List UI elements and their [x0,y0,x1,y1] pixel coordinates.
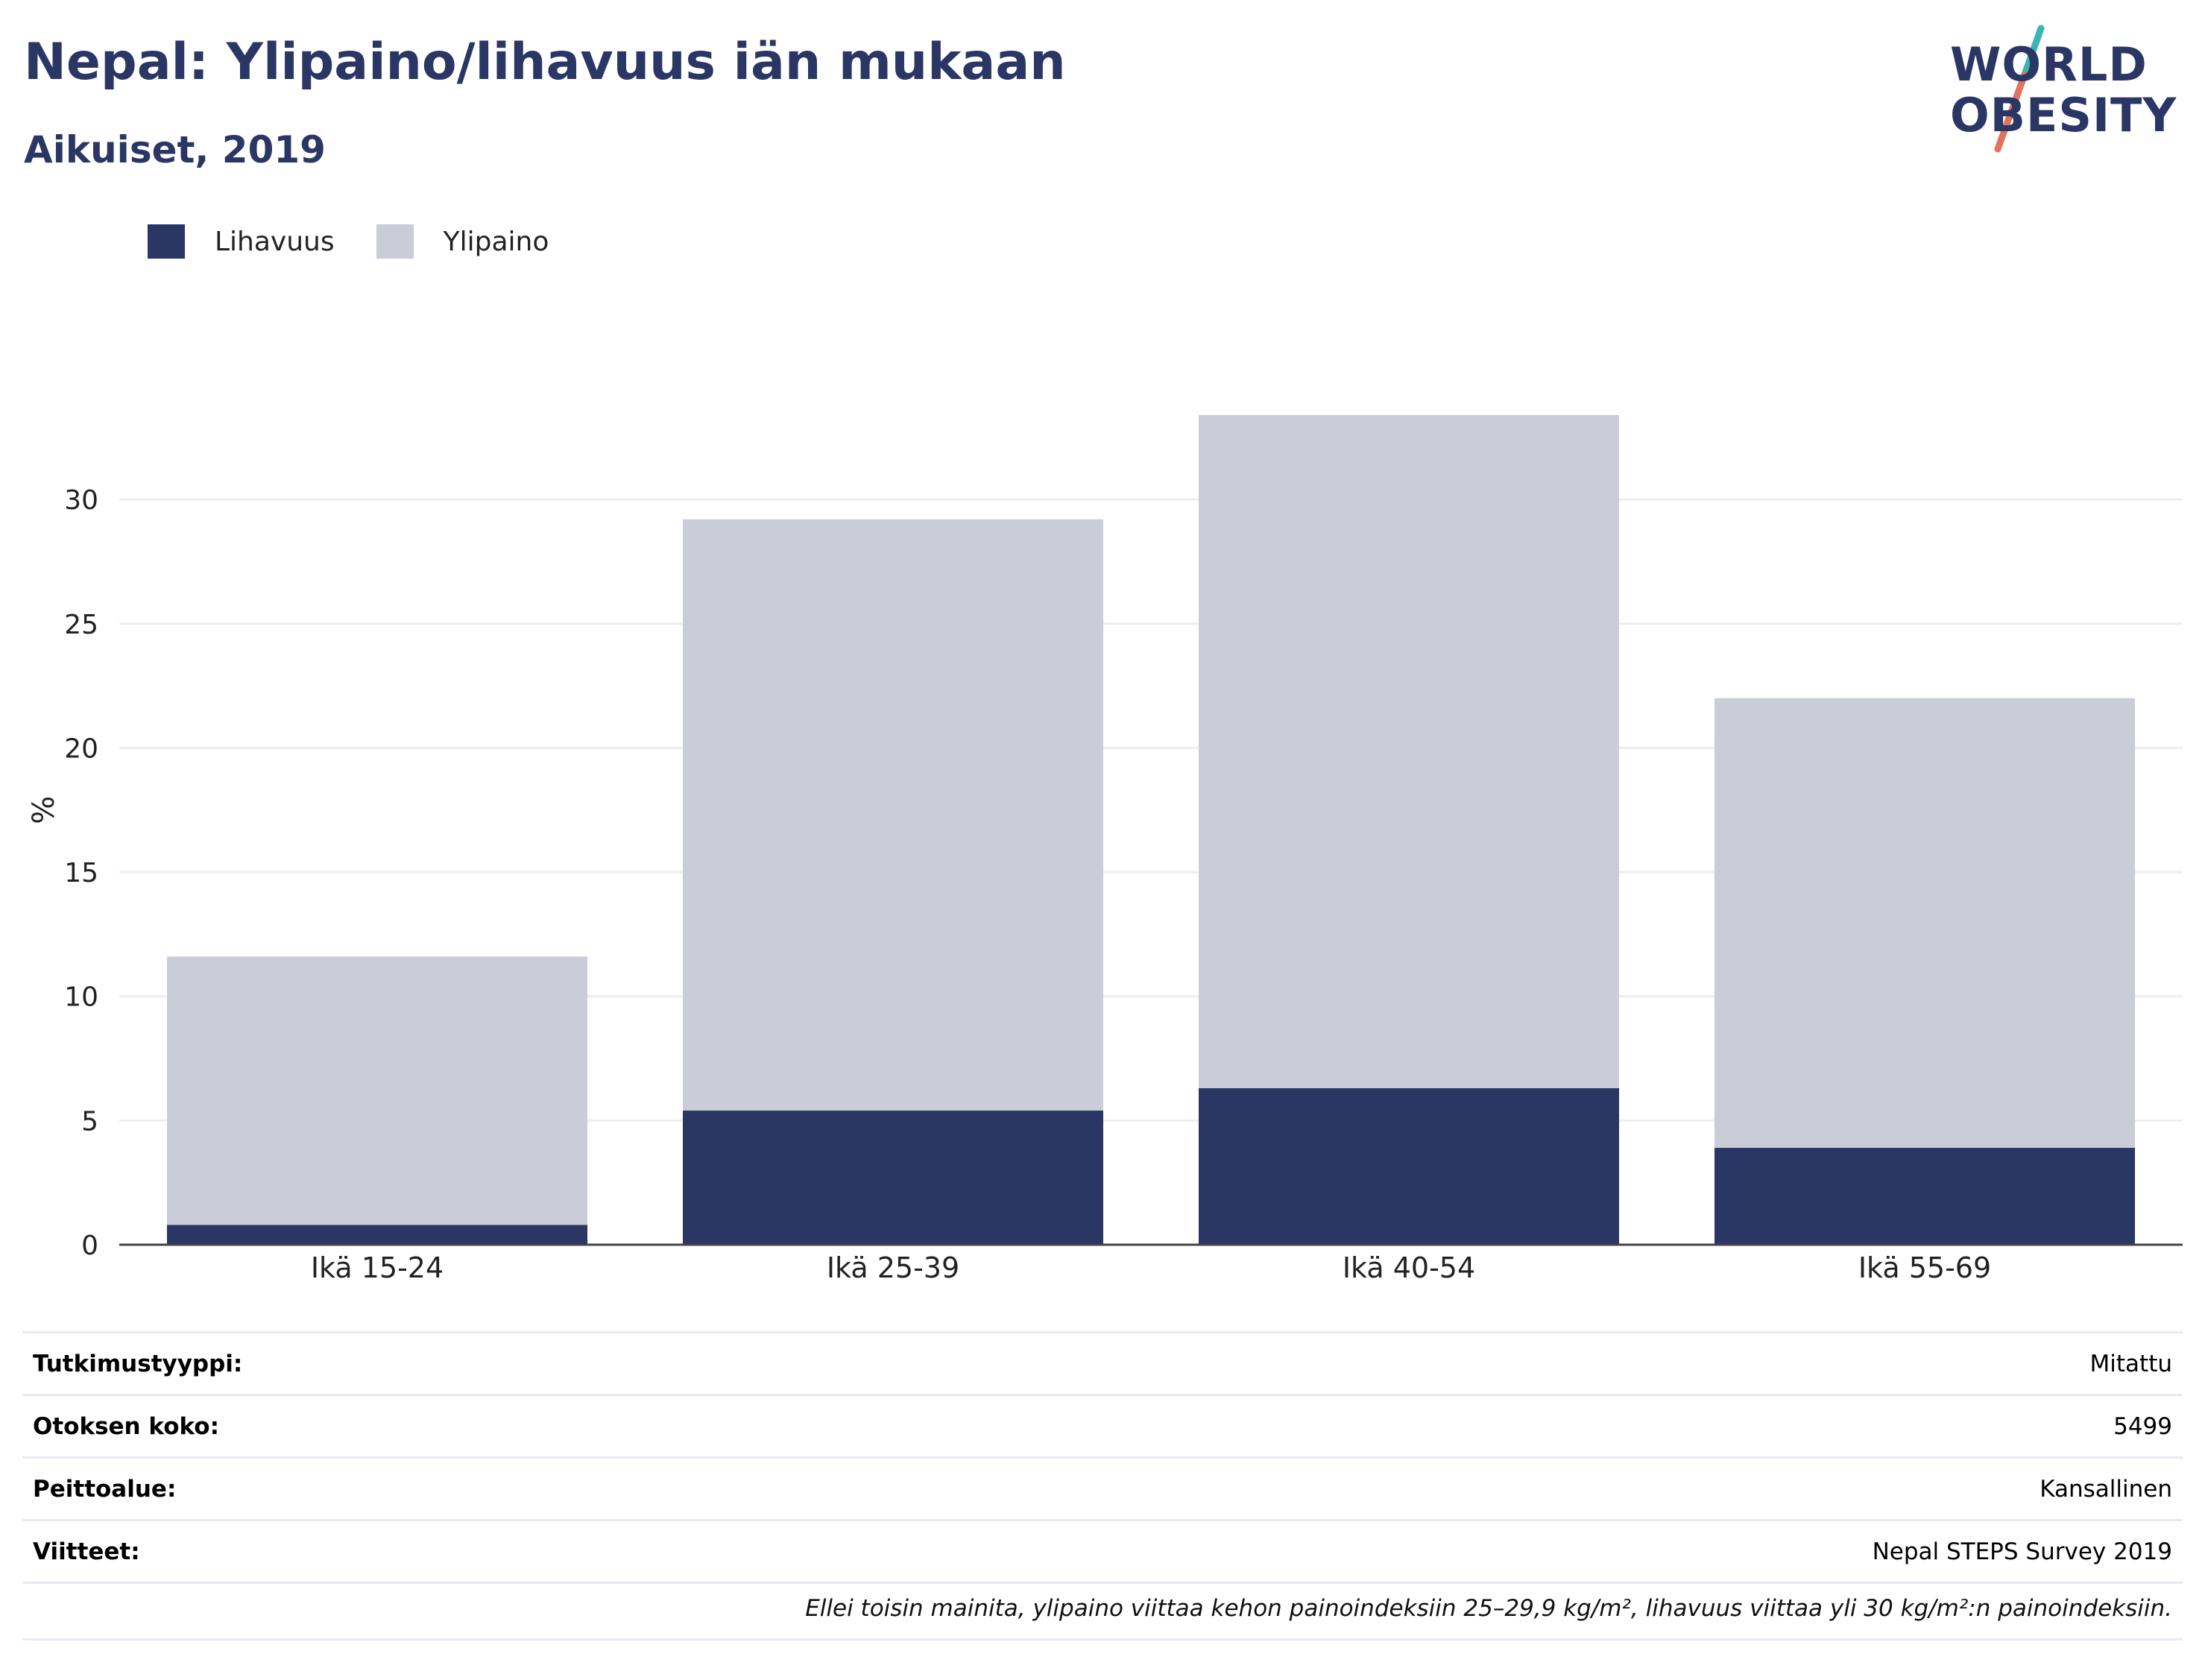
x-tick-label: Ikä 55-69 [1858,1251,1991,1284]
logo-slash-icon [1994,25,2045,153]
legend-label-ylipaino: Ylipaino [443,226,549,257]
bar-lihavuus-1 [167,1225,587,1245]
info-value: Kansallinen [925,1456,2183,1521]
y-tick-label: 15 [64,858,98,888]
x-tick-label: Ikä 25-39 [827,1251,959,1284]
legend-swatch-ylipaino [376,224,414,259]
info-value: 5499 [925,1394,2183,1459]
x-tick-label: Ikä 15-24 [311,1251,444,1284]
bar-ylipaino-1 [167,956,587,1225]
info-key: Viitteet: [22,1519,926,1584]
legend-item-ylipaino[interactable]: Ylipaino [376,224,549,259]
y-tick-label: 10 [64,982,98,1013]
legend-item-lihavuus[interactable]: Lihavuus [148,224,335,259]
bar-lihavuus-3 [1199,1088,1619,1245]
definition-note: Ellei toisin mainita, ylipaino viittaa k… [805,1595,2172,1622]
logo-text-obesity: OBESITY [1950,88,2177,142]
chart-title: Nepal: Ylipaino/lihavuus iän mukaan [24,33,1066,92]
legend-swatch-lihavuus [148,224,185,259]
bar-ylipaino-4 [1715,698,2135,1149]
bar-lihavuus-2 [683,1111,1103,1245]
y-tick-label: 20 [64,733,98,764]
chart-subtitle: Aikuiset, 2019 [24,128,326,171]
bar-lihavuus-4 [1715,1148,2135,1245]
survey-info-table: Tutkimustyyppi: Mitattu Otoksen koko: 54… [22,1331,2183,1584]
legend-label-lihavuus: Lihavuus [215,226,335,257]
y-tick-label: 30 [64,485,98,516]
info-row-coverage: Peittoalue: Kansallinen [22,1456,2183,1521]
info-value: Nepal STEPS Survey 2019 [925,1519,2183,1584]
info-key: Peittoalue: [22,1456,926,1521]
world-obesity-logo: WORLD OBESITY [1938,22,2192,157]
info-key: Otoksen koko: [22,1394,926,1459]
bar-ylipaino-2 [683,519,1103,1111]
info-row-references: Viitteet: Nepal STEPS Survey 2019 [22,1519,2183,1584]
y-tick-label: 0 [81,1231,98,1261]
divider [22,1638,2183,1640]
y-tick-label: 5 [81,1106,98,1137]
info-key: Tutkimustyyppi: [22,1331,926,1396]
bar-ylipaino-3 [1199,414,1619,1089]
info-row-sample-size: Otoksen koko: 5499 [22,1394,2183,1459]
x-tick-label: Ikä 40-54 [1343,1251,1475,1284]
logo-text-world: WORLD [1950,37,2148,92]
chart-legend: Lihavuus Ylipaino [148,222,590,261]
bar-chart: 0 5 10 15 20 25 30% Ikä 15-24 Ikä 25-39 Ikä 40-54… [27,414,2183,1284]
y-axis-title: % [27,796,61,824]
info-row-study-type: Tutkimustyyppi: Mitattu [22,1331,2183,1396]
info-value: Mitattu [925,1331,2183,1396]
y-tick-label: 25 [64,610,98,640]
